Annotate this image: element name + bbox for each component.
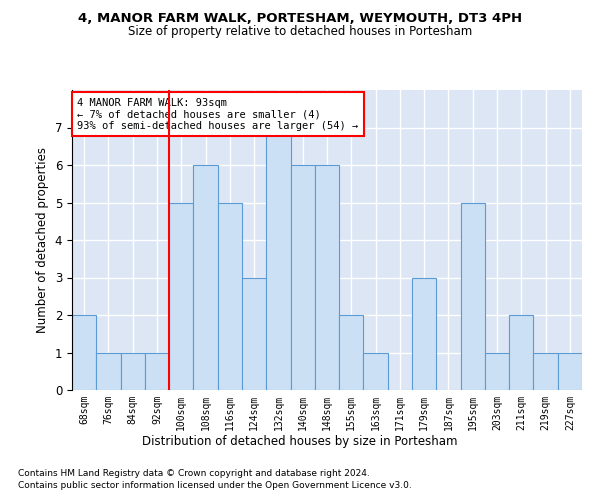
Bar: [533, 352, 558, 390]
Bar: [364, 352, 388, 390]
Bar: [412, 278, 436, 390]
Bar: [266, 128, 290, 390]
Bar: [461, 202, 485, 390]
Bar: [96, 352, 121, 390]
Y-axis label: Number of detached properties: Number of detached properties: [36, 147, 49, 333]
Bar: [169, 202, 193, 390]
Bar: [121, 352, 145, 390]
Text: 4, MANOR FARM WALK, PORTESHAM, WEYMOUTH, DT3 4PH: 4, MANOR FARM WALK, PORTESHAM, WEYMOUTH,…: [78, 12, 522, 26]
Bar: [558, 352, 582, 390]
Bar: [72, 315, 96, 390]
Bar: [509, 315, 533, 390]
Text: 4 MANOR FARM WALK: 93sqm
← 7% of detached houses are smaller (4)
93% of semi-det: 4 MANOR FARM WALK: 93sqm ← 7% of detache…: [77, 98, 358, 130]
Bar: [290, 165, 315, 390]
Text: Contains HM Land Registry data © Crown copyright and database right 2024.: Contains HM Land Registry data © Crown c…: [18, 468, 370, 477]
Bar: [193, 165, 218, 390]
Text: Contains public sector information licensed under the Open Government Licence v3: Contains public sector information licen…: [18, 481, 412, 490]
Bar: [145, 352, 169, 390]
Text: Size of property relative to detached houses in Portesham: Size of property relative to detached ho…: [128, 25, 472, 38]
Bar: [242, 278, 266, 390]
Bar: [485, 352, 509, 390]
Bar: [339, 315, 364, 390]
Bar: [315, 165, 339, 390]
Text: Distribution of detached houses by size in Portesham: Distribution of detached houses by size …: [142, 435, 458, 448]
Bar: [218, 202, 242, 390]
